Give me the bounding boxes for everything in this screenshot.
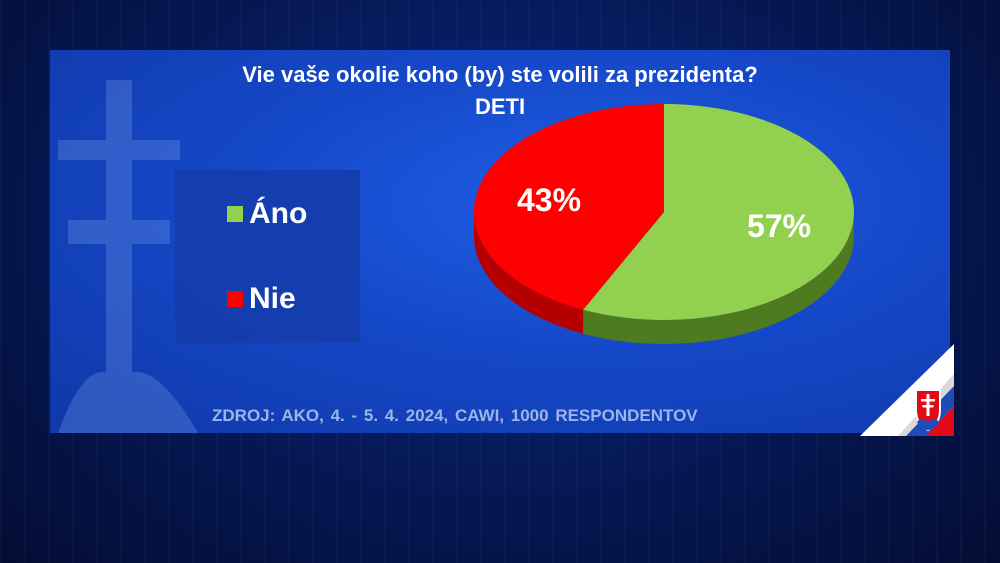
pie-slice-0	[583, 104, 854, 321]
pie-chart: 57% 43%	[474, 104, 855, 344]
legend-item-nie: Nie	[227, 282, 296, 316]
chart-title: Vie vaše okolie koho (by) ste volili za …	[242, 62, 758, 87]
pie-label-1: 43%	[517, 182, 581, 218]
legend-swatch-ano	[227, 206, 243, 222]
legend-swatch-nie	[227, 291, 243, 307]
chart-panel: Vie vaše okolie koho (by) ste volili za …	[50, 50, 950, 433]
legend-label-ano: Áno	[249, 197, 308, 230]
pie-slice-1	[474, 104, 664, 310]
legend-item-ano: Áno	[227, 197, 307, 231]
pie-side-0	[583, 212, 855, 344]
slovak-cross-watermark-icon	[58, 80, 198, 433]
legend-label-nie: Nie	[249, 282, 296, 315]
slovak-flag-emblem-icon	[860, 344, 954, 436]
pie-label-0: 57%	[747, 208, 811, 244]
pie-side-1	[474, 212, 584, 334]
legend: Áno Nie	[175, 170, 360, 343]
source-note: ZDROJ: AKO, 4. - 5. 4. 2024, CAWI, 1000 …	[212, 406, 698, 425]
chart-subtitle: DETI	[474, 94, 526, 119]
